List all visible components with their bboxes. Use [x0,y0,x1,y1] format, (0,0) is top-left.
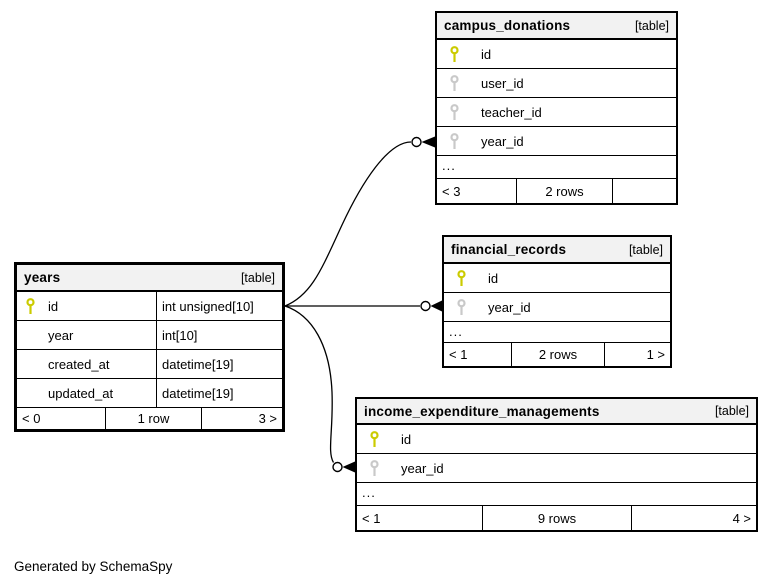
column-name: year [48,327,74,343]
column-name: id [48,298,59,314]
foreign-key-icon [448,132,461,150]
row-count: 1 row [106,408,202,429]
table-financial_records[interactable]: financial_records [table] id year_id ...… [442,235,672,368]
primary-key-icon [24,297,36,315]
generator-credit: Generated by SchemaSpy [14,559,173,574]
column-row: year_id [437,127,676,156]
arrowhead-campus_donations [421,136,435,148]
row-count: 2 rows [517,179,613,203]
table-stats: < 3 2 rows [437,179,676,203]
primary-key-icon [455,269,468,287]
column-name: id [481,46,492,62]
column-name-cell: updated_at [17,379,157,407]
cardinality-circle-financial_records [420,300,431,312]
column-row: year int[10] [17,321,282,350]
row-count: 2 rows [512,343,605,366]
incoming-count: < 0 [17,408,106,429]
column-name: year_id [488,299,531,315]
column-name: teacher_id [481,104,542,120]
column-row: created_at datetime[19] [17,350,282,379]
table-name[interactable]: income_expenditure_managements [364,403,600,419]
column-name: year_id [481,133,524,149]
outgoing-count: 4 > [732,510,751,526]
table-stats: < 0 1 row 3 > [17,408,282,429]
column-name-cell: year [17,321,157,349]
column-row: year_id [444,293,670,322]
incoming-count: < 1 [357,506,483,530]
foreign-key-icon [368,459,381,477]
column-type: datetime[19] [162,385,234,401]
table-header: financial_records [table] [444,237,670,264]
foreign-key-icon [455,298,468,316]
table-name[interactable]: years [24,270,61,285]
cardinality-circle-income_expenditure_managements [332,461,343,473]
column-name-cell: created_at [17,350,157,378]
incoming-count: < 1 [444,343,512,366]
column-row: id int unsigned[10] [17,292,282,321]
table-campus_donations[interactable]: campus_donations [table] id user_id teac… [435,11,678,205]
hidden-columns-ellipsis: ... [357,483,756,506]
column-type: int unsigned[10] [162,298,254,314]
table-type-badge: [table] [714,404,749,418]
relationship-years-income_expenditure_managements [284,305,335,463]
outgoing-count [613,179,676,203]
arrowhead-income_expenditure_managements [342,461,355,473]
relationship-years-campus_donations [284,141,412,307]
column-row: year_id [357,454,756,483]
table-header: income_expenditure_managements [table] [357,399,756,425]
outgoing-count: 3 > [258,411,277,426]
arrowhead-financial_records [430,300,442,312]
column-name: year_id [401,460,444,476]
table-type-badge: [table] [634,18,669,33]
hidden-columns-ellipsis: ... [444,322,670,343]
table-name[interactable]: campus_donations [444,18,571,33]
column-row: teacher_id [437,98,676,127]
table-type-badge: [table] [628,242,663,257]
foreign-key-icon [448,74,461,92]
primary-key-icon [368,430,381,448]
primary-key-icon [448,45,461,63]
column-row: user_id [437,69,676,98]
table-name[interactable]: financial_records [451,242,567,257]
column-row: id [357,425,756,454]
column-row: updated_at datetime[19] [17,379,282,408]
table-income_expenditure_managements[interactable]: income_expenditure_managements [table] i… [355,397,758,532]
outgoing-count: 1 > [646,347,665,362]
table-type-badge: [table] [240,270,275,285]
table-header: campus_donations [table] [437,13,676,40]
column-name: updated_at [48,385,114,401]
column-name: created_at [48,356,110,372]
column-type: datetime[19] [162,356,234,372]
column-name: user_id [481,75,524,91]
foreign-key-icon [448,103,461,121]
column-name-cell: id [17,292,157,320]
table-stats: < 1 9 rows 4 > [357,506,756,530]
column-name: id [401,431,412,447]
table-stats: < 1 2 rows 1 > [444,343,670,366]
table-header: years [table] [17,265,282,292]
cardinality-circle-campus_donations [411,136,422,148]
incoming-count: < 3 [437,179,517,203]
row-count: 9 rows [483,506,632,530]
column-name: id [488,270,499,286]
column-row: id [437,40,676,69]
column-type: int[10] [162,327,198,343]
table-years[interactable]: years [table] id int unsigned[10] year i… [14,262,285,432]
column-row: id [444,264,670,293]
hidden-columns-ellipsis: ... [437,156,676,179]
